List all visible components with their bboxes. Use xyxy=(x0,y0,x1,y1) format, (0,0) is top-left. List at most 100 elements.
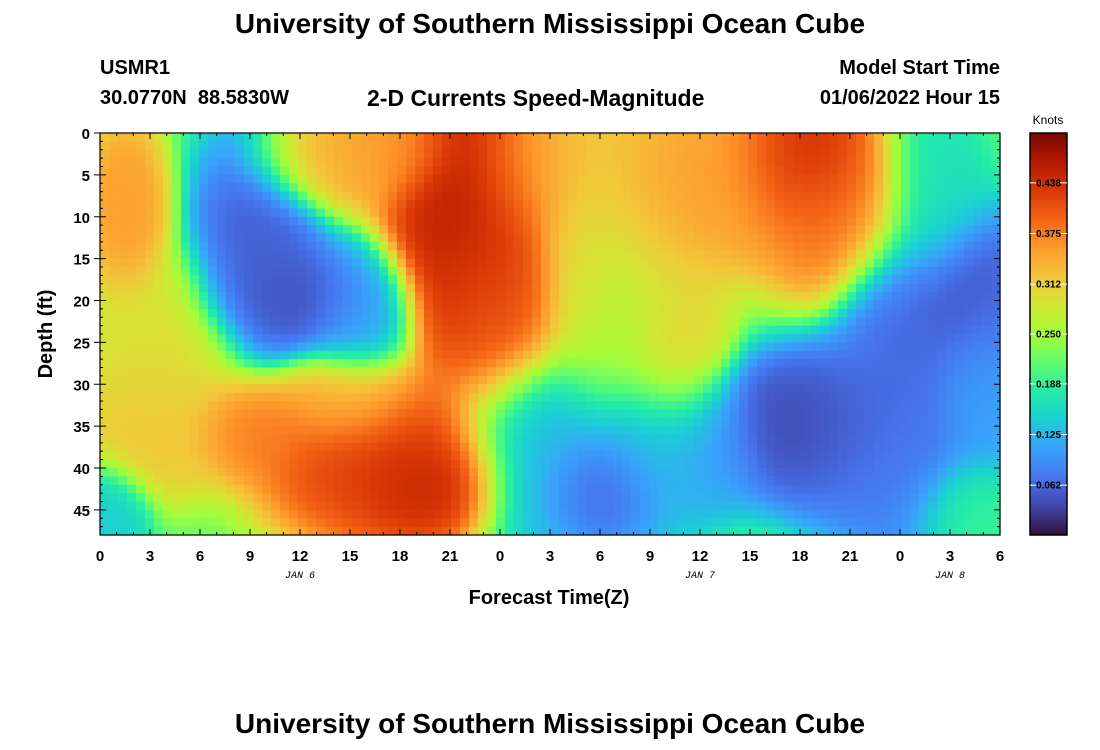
heatmap-cell xyxy=(793,367,803,377)
heatmap-cell xyxy=(181,275,191,285)
heatmap-cell xyxy=(181,141,191,151)
heatmap-cell xyxy=(910,133,920,142)
heatmap-cell xyxy=(649,468,659,477)
heatmap-cell xyxy=(415,476,425,486)
heatmap-cell xyxy=(685,216,695,226)
heatmap-cell xyxy=(514,225,524,235)
heatmap-cell xyxy=(127,401,137,410)
heatmap-cell xyxy=(991,149,1001,159)
heatmap-cell xyxy=(424,526,434,536)
heatmap-cell xyxy=(622,350,632,360)
heatmap-cell xyxy=(181,417,191,427)
heatmap-cell xyxy=(352,526,362,536)
heatmap-cell xyxy=(190,375,200,385)
heatmap-cell xyxy=(802,476,812,486)
heatmap-cell xyxy=(208,166,218,176)
heatmap-cell xyxy=(739,283,749,293)
heatmap-cell xyxy=(910,267,920,276)
heatmap-cell xyxy=(586,241,596,251)
heatmap-cell xyxy=(703,174,713,184)
heatmap-cell xyxy=(910,434,920,444)
heatmap-cell xyxy=(685,325,695,335)
heatmap-cell xyxy=(604,493,614,503)
heatmap-cell xyxy=(550,375,560,385)
heatmap-cell xyxy=(793,417,803,427)
heatmap-cell xyxy=(559,367,569,377)
heatmap-cell xyxy=(451,342,461,352)
heatmap-cell xyxy=(703,258,713,268)
heatmap-cell xyxy=(820,375,830,385)
heatmap-cell xyxy=(586,191,596,201)
heatmap-cell xyxy=(937,183,947,193)
heatmap-cell xyxy=(154,417,164,427)
heatmap-cell xyxy=(703,384,713,394)
heatmap-cell xyxy=(946,191,956,201)
heatmap-cell xyxy=(937,325,947,335)
heatmap-cell xyxy=(361,493,371,503)
heatmap-cell xyxy=(712,518,722,528)
heatmap-cell xyxy=(820,317,830,327)
heatmap-cell xyxy=(100,493,110,503)
heatmap-cell xyxy=(226,509,236,519)
heatmap-cell xyxy=(775,183,785,193)
heatmap-cell xyxy=(919,191,929,201)
heatmap-cell xyxy=(541,283,551,293)
heatmap-cell xyxy=(892,334,902,343)
heatmap-cell xyxy=(631,267,641,276)
heatmap-cell xyxy=(397,509,407,519)
heatmap-cell xyxy=(469,426,479,436)
heatmap-cell xyxy=(460,225,470,235)
heatmap-cell xyxy=(442,241,452,251)
heatmap-cell xyxy=(865,275,875,285)
heatmap-cell xyxy=(757,451,767,461)
heatmap-cell xyxy=(388,191,398,201)
heatmap-cell xyxy=(145,459,155,469)
heatmap-cell xyxy=(289,350,299,360)
heatmap-cell xyxy=(838,392,848,402)
heatmap-cell xyxy=(955,434,965,444)
heatmap-cell xyxy=(874,191,884,201)
heatmap-cell xyxy=(226,442,236,452)
heatmap-cell xyxy=(550,367,560,377)
heatmap-cell xyxy=(397,518,407,528)
heatmap-cell xyxy=(280,183,290,193)
heatmap-cell xyxy=(595,501,605,511)
heatmap-cell xyxy=(667,208,677,218)
heatmap-cell xyxy=(280,166,290,176)
heatmap-cell xyxy=(334,325,344,335)
heatmap-cell xyxy=(352,451,362,461)
heatmap-cell xyxy=(217,392,227,402)
heatmap-cell xyxy=(640,308,650,318)
heatmap-cell xyxy=(424,208,434,218)
heatmap-cell xyxy=(721,141,731,151)
heatmap-cell xyxy=(253,216,263,226)
heatmap-cell xyxy=(946,208,956,218)
heatmap-cell xyxy=(136,216,146,226)
heatmap-cell xyxy=(721,258,731,268)
heatmap-cell xyxy=(145,258,155,268)
heatmap-cell xyxy=(829,375,839,385)
heatmap-cell xyxy=(649,342,659,352)
heatmap-cell xyxy=(253,526,263,536)
heatmap-cell xyxy=(244,367,254,377)
heatmap-cell xyxy=(523,166,533,176)
heatmap-cell xyxy=(712,401,722,410)
heatmap-cell xyxy=(235,426,245,436)
heatmap-cell xyxy=(613,518,623,528)
heatmap-cell xyxy=(316,359,326,369)
heatmap-cell xyxy=(676,468,686,477)
heatmap-cell xyxy=(802,451,812,461)
heatmap-cell xyxy=(919,141,929,151)
heatmap-cell xyxy=(154,258,164,268)
heatmap-cell xyxy=(919,225,929,235)
heatmap-cell xyxy=(874,334,884,343)
heatmap-cell xyxy=(523,518,533,528)
heatmap-cell xyxy=(883,409,893,419)
heatmap-cell xyxy=(370,426,380,436)
heatmap-cell xyxy=(325,409,335,419)
heatmap-cell xyxy=(244,216,254,226)
heatmap-cell xyxy=(352,141,362,151)
heatmap-cell xyxy=(280,459,290,469)
heatmap-cell xyxy=(478,225,488,235)
heatmap-cell xyxy=(406,166,416,176)
